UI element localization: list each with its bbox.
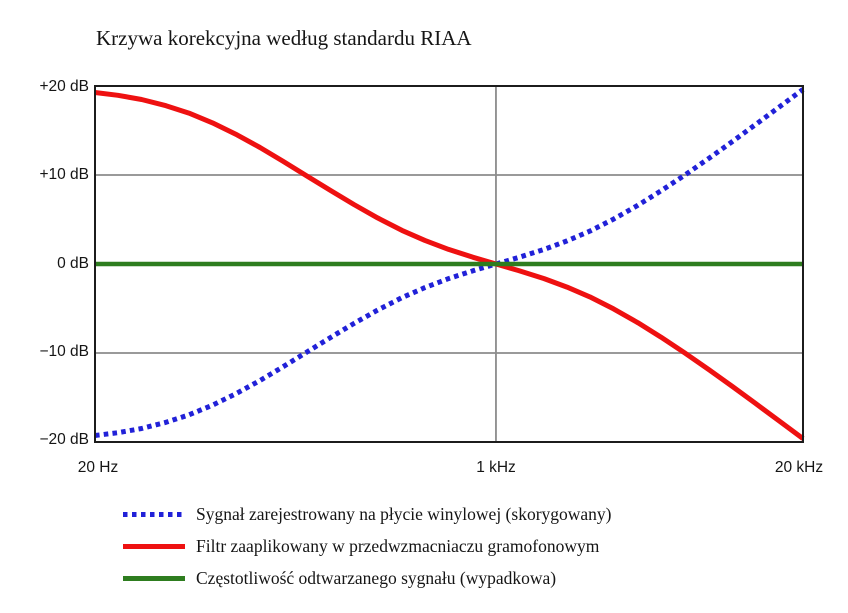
y-tick-label-plus10: +10 dB: [39, 166, 89, 183]
y-tick-label-minus20: −20 dB: [39, 431, 89, 448]
legend-item-preamp-filter: Filtr zaaplikowany w przedwzmacniaczu gr…: [123, 534, 599, 558]
legend-item-recorded-signal: Sygnał zarejestrowany na płycie winylowe…: [123, 502, 612, 526]
y-tick-label-plus20: +20 dB: [39, 78, 89, 95]
x-tick-label-1khz: 1 kHz: [476, 459, 516, 476]
legend-label: Filtr zaaplikowany w przedwzmacniaczu gr…: [196, 535, 600, 556]
red-solid-line-swatch: [123, 543, 185, 549]
green-solid-line-swatch: [123, 575, 185, 581]
legend-item-resulting-signal: Częstotliwość odtwarzanego sygnału (wypa…: [123, 566, 556, 590]
x-tick-label-20hz: 20 Hz: [77, 459, 119, 476]
legend-label: Częstotliwość odtwarzanego sygnału (wypa…: [196, 567, 557, 588]
x-tick-label-20khz: 20 kHz: [774, 459, 824, 476]
y-tick-label-zero: 0 dB: [57, 255, 89, 272]
blue-dotted-line-swatch: [123, 511, 185, 517]
legend-label: Sygnał zarejestrowany na płycie winylowe…: [196, 503, 612, 524]
chart-title: Krzywa korekcyjna według standardu RIAA: [96, 26, 472, 50]
y-tick-label-minus10: −10 dB: [39, 343, 89, 360]
